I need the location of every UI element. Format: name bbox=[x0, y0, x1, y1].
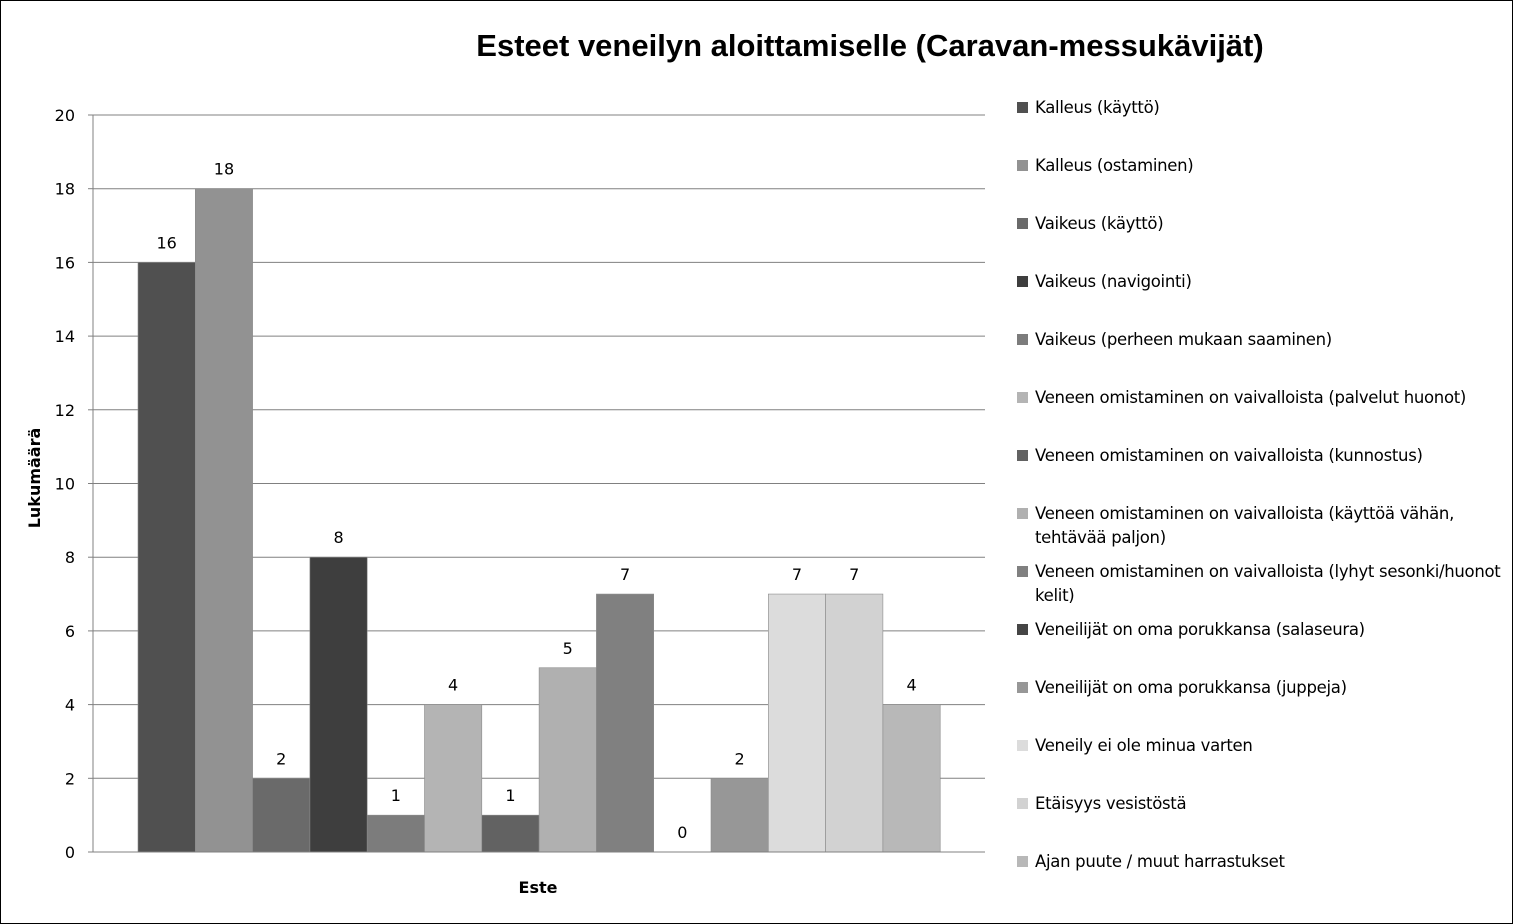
legend-swatch bbox=[1017, 102, 1028, 113]
legend-label: Veneen omistaminen on vaivalloista (käyt… bbox=[1035, 504, 1455, 547]
bar bbox=[767, 593, 826, 853]
bar bbox=[596, 593, 655, 853]
bar bbox=[481, 814, 540, 853]
legend-item: Veneen omistaminen on vaivalloista (palv… bbox=[1017, 386, 1503, 410]
y-tick-label: 4 bbox=[65, 696, 75, 715]
y-axis-label: Lukumäärä bbox=[25, 428, 44, 529]
legend-item: Kalleus (ostaminen) bbox=[1017, 154, 1503, 178]
data-label: 7 bbox=[849, 565, 859, 584]
legend-item: Veneen omistaminen on vaivalloista (lyhy… bbox=[1017, 560, 1503, 608]
legend-label: Veneilijät on oma porukkansa (juppeja) bbox=[1035, 678, 1347, 697]
bar bbox=[195, 188, 253, 853]
legend-label: Veneen omistaminen on vaivalloista (kunn… bbox=[1035, 446, 1423, 465]
bar bbox=[252, 777, 311, 853]
y-axis-ticks: 0 2 4 6 8 10 12 14 16 18 20 bbox=[55, 106, 93, 862]
y-tick-label: 10 bbox=[55, 475, 75, 494]
y-tick-label: 14 bbox=[55, 327, 75, 346]
y-tick-label: 8 bbox=[65, 548, 75, 567]
legend-item: Vaikeus (perheen mukaan saaminen) bbox=[1017, 328, 1503, 352]
data-label: 4 bbox=[448, 676, 458, 695]
legend-item: Veneilijät on oma porukkansa (salaseura) bbox=[1017, 618, 1503, 642]
legend-label: Veneen omistaminen on vaivalloista (lyhy… bbox=[1035, 562, 1501, 605]
data-label: 2 bbox=[735, 749, 745, 768]
bar bbox=[424, 704, 483, 853]
legend-item: Vaikeus (käyttö) bbox=[1017, 212, 1503, 236]
bar bbox=[137, 262, 196, 853]
y-tick-label: 6 bbox=[65, 622, 75, 641]
legend-swatch bbox=[1017, 624, 1028, 635]
data-label: 7 bbox=[792, 565, 802, 584]
legend-swatch bbox=[1017, 218, 1028, 229]
legend-item: Veneily ei ole minua varten bbox=[1017, 734, 1503, 758]
data-label: 18 bbox=[214, 160, 234, 179]
legend-swatch bbox=[1017, 334, 1028, 345]
data-label: 5 bbox=[563, 639, 573, 658]
legend-item: Veneen omistaminen on vaivalloista (kunn… bbox=[1017, 444, 1503, 468]
data-label: 4 bbox=[906, 676, 916, 695]
x-axis-label: Este bbox=[519, 878, 558, 897]
legend-item: Veneilijät on oma porukkansa (juppeja) bbox=[1017, 676, 1503, 700]
y-tick-label: 18 bbox=[55, 180, 75, 199]
data-label: 1 bbox=[505, 786, 515, 805]
legend-swatch bbox=[1017, 276, 1028, 287]
y-tick-label: 20 bbox=[55, 106, 75, 125]
legend-label: Ajan puute / muut harrastukset bbox=[1035, 852, 1285, 871]
legend-label: Vaikeus (perheen mukaan saaminen) bbox=[1035, 330, 1332, 349]
bar bbox=[882, 704, 941, 853]
legend-item: Kalleus (käyttö) bbox=[1017, 96, 1503, 120]
y-tick-label: 2 bbox=[65, 769, 75, 788]
data-label: 1 bbox=[391, 786, 401, 805]
legend-item: Veneen omistaminen on vaivalloista (käyt… bbox=[1017, 502, 1503, 550]
y-tick-label: 12 bbox=[55, 401, 75, 420]
bar bbox=[825, 593, 884, 853]
legend-label: Etäisyys vesistöstä bbox=[1035, 794, 1187, 813]
bar bbox=[538, 667, 597, 853]
legend-swatch bbox=[1017, 856, 1028, 867]
data-label: 0 bbox=[677, 823, 687, 842]
legend-label: Veneilijät on oma porukkansa (salaseura) bbox=[1035, 620, 1365, 639]
bars bbox=[137, 188, 941, 853]
legend-swatch bbox=[1017, 508, 1028, 519]
data-label: 7 bbox=[620, 565, 630, 584]
legend-swatch bbox=[1017, 392, 1028, 403]
data-label: 16 bbox=[156, 233, 176, 252]
legend-swatch bbox=[1017, 682, 1028, 693]
legend-item: Vaikeus (navigointi) bbox=[1017, 270, 1503, 294]
legend-swatch bbox=[1017, 798, 1028, 809]
legend-label: Veneily ei ole minua varten bbox=[1035, 736, 1253, 755]
legend-swatch bbox=[1017, 740, 1028, 751]
y-tick-label: 0 bbox=[65, 843, 75, 862]
legend-swatch bbox=[1017, 566, 1028, 577]
legend-swatch bbox=[1017, 450, 1028, 461]
legend-swatch bbox=[1017, 160, 1028, 171]
legend-label: Kalleus (käyttö) bbox=[1035, 98, 1160, 117]
legend-label: Vaikeus (navigointi) bbox=[1035, 272, 1192, 291]
legend-label: Veneen omistaminen on vaivalloista (palv… bbox=[1035, 388, 1467, 407]
chart-title: Esteet veneilyn aloittamiselle (Caravan-… bbox=[476, 28, 1264, 63]
legend-item: Ajan puute / muut harrastukset bbox=[1017, 850, 1503, 874]
bar bbox=[366, 814, 425, 853]
data-label: 2 bbox=[276, 749, 286, 768]
bar bbox=[710, 777, 769, 853]
legend-label: Vaikeus (käyttö) bbox=[1035, 214, 1164, 233]
y-tick-label: 16 bbox=[55, 253, 75, 272]
data-label: 8 bbox=[333, 528, 343, 547]
legend-item: Etäisyys vesistöstä bbox=[1017, 792, 1503, 816]
bar bbox=[309, 556, 368, 853]
legend-label: Kalleus (ostaminen) bbox=[1035, 156, 1194, 175]
